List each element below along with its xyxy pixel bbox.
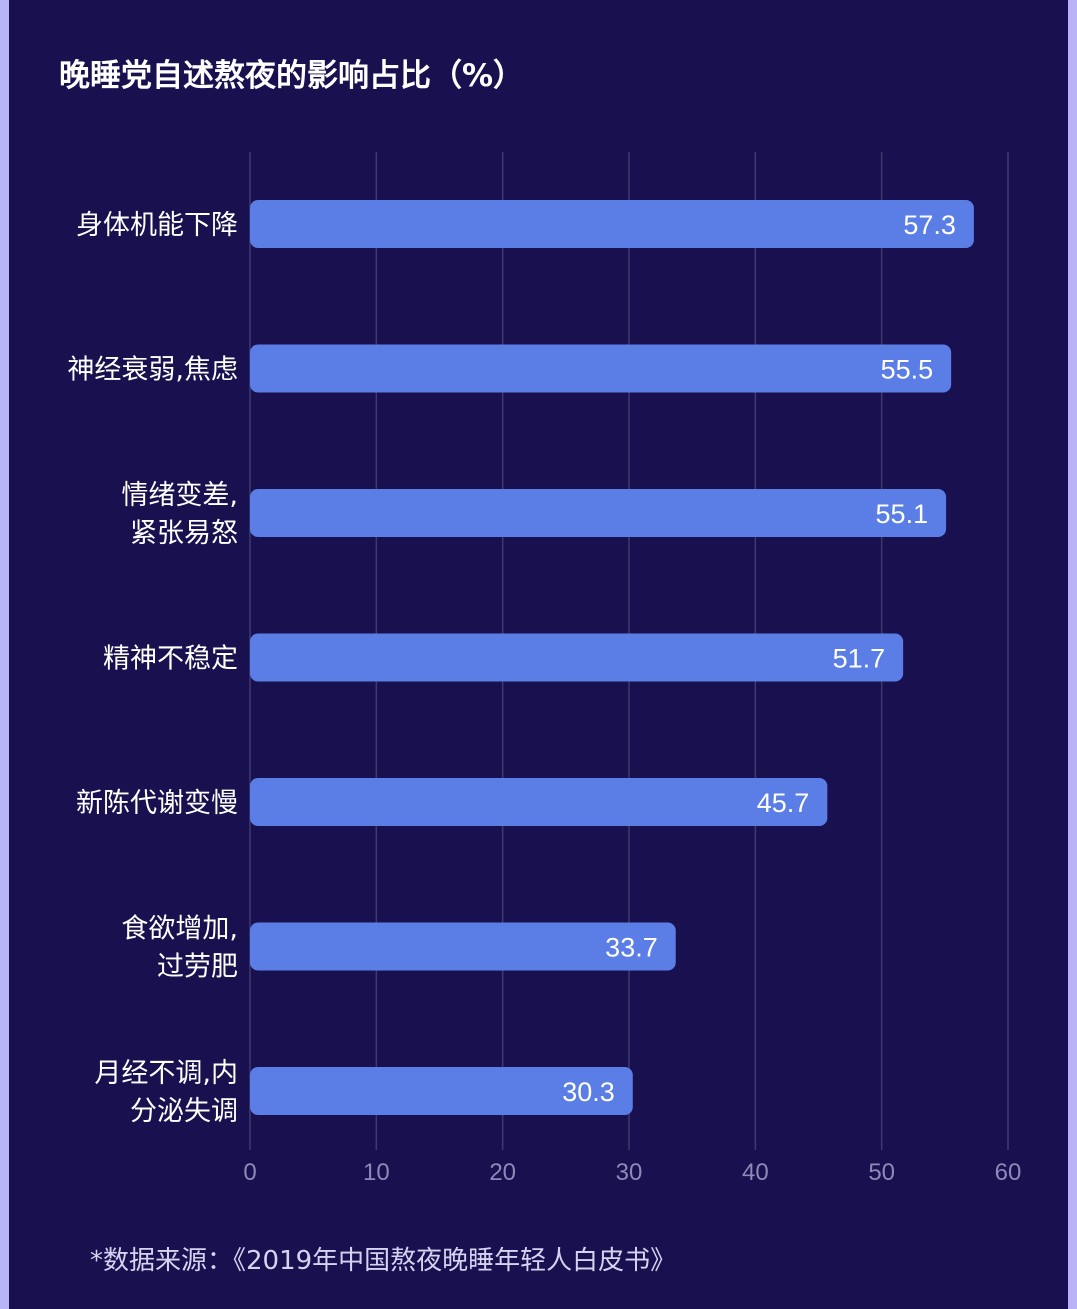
category-label: 情绪变差,	[121, 480, 238, 511]
bar-value-label: 33.7	[605, 933, 658, 963]
bar	[250, 633, 904, 682]
x-tick-label: 40	[742, 1159, 769, 1186]
bar	[250, 344, 952, 393]
bar	[250, 922, 676, 971]
category-label: 紧张易怒	[130, 518, 238, 549]
x-tick-label: 60	[995, 1159, 1022, 1186]
bar-value-label: 55.1	[876, 499, 929, 529]
category-label: 分泌失调	[130, 1096, 238, 1127]
bar	[250, 1067, 633, 1115]
bar	[250, 200, 974, 248]
category-label: 过劳肥	[157, 952, 238, 983]
bar-value-label: 55.5	[881, 355, 934, 385]
bar-value-label: 45.7	[757, 788, 810, 818]
bar-value-label: 30.3	[562, 1077, 615, 1107]
bar	[250, 778, 828, 826]
x-tick-label: 0	[243, 1159, 256, 1186]
x-tick-label: 50	[868, 1159, 895, 1186]
chart-title: 晚睡党自述熬夜的影响占比（%）	[59, 58, 525, 94]
x-tick-label: 10	[363, 1159, 390, 1186]
category-label: 新陈代谢变慢	[76, 788, 238, 819]
category-label: 神经衰弱,焦虑	[67, 355, 238, 386]
category-label: 月经不调,内	[94, 1058, 238, 1089]
bar-value-label: 51.7	[833, 644, 886, 674]
category-label: 身体机能下降	[76, 210, 238, 241]
category-label: 食欲增加,	[121, 914, 238, 945]
x-tick-label: 30	[616, 1159, 643, 1186]
data-source-note: *数据来源：《2019年中国熬夜晚睡年轻人白皮书》	[90, 1246, 677, 1276]
bar-value-label: 57.3	[903, 210, 956, 240]
x-tick-label: 20	[489, 1159, 516, 1186]
category-label: 精神不稳定	[103, 644, 238, 675]
bar	[250, 489, 947, 537]
